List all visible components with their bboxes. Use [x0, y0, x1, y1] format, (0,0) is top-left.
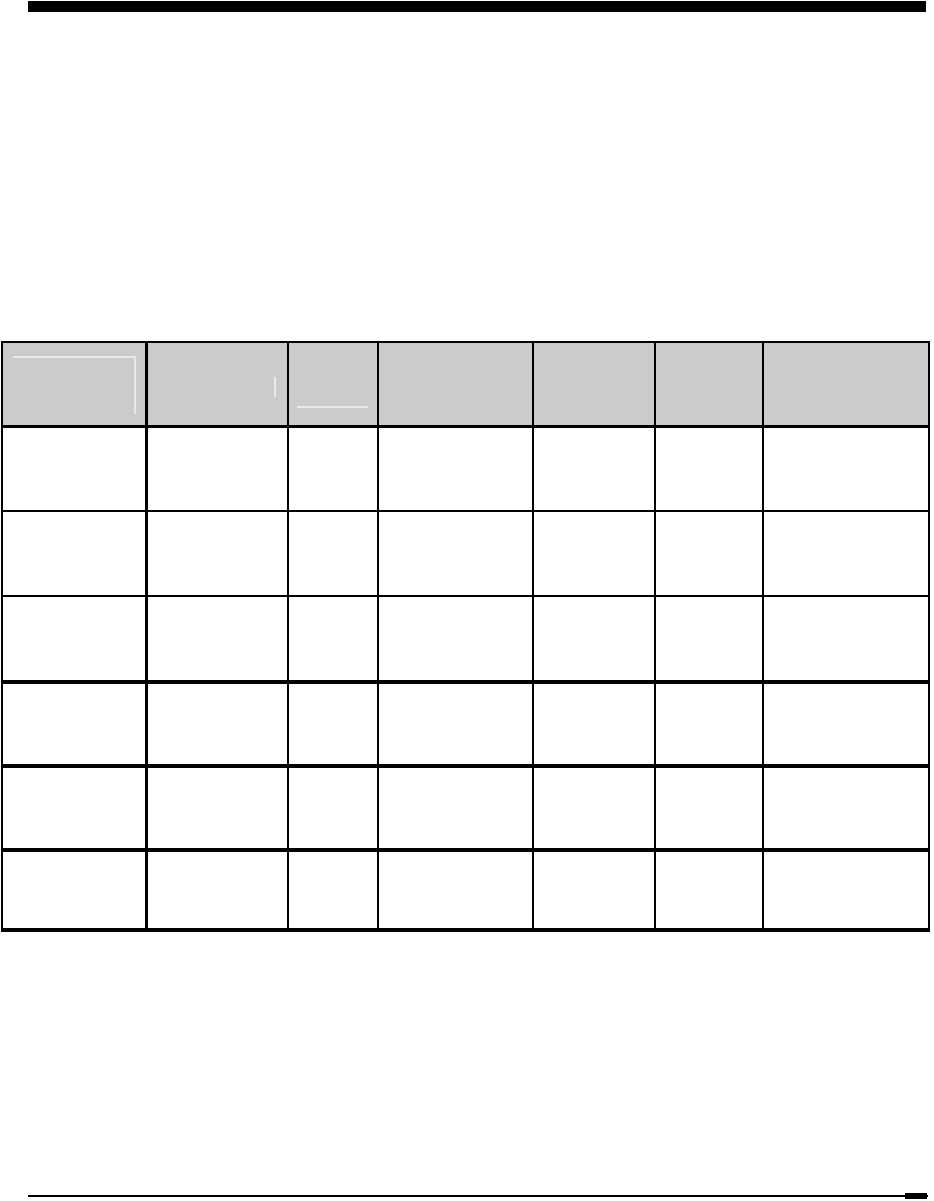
table-cell [287, 765, 379, 852]
table-cell [287, 849, 379, 932]
table-cell [762, 595, 930, 684]
table-cell [377, 849, 534, 932]
table-cell [1, 681, 148, 768]
table-cell [1, 510, 148, 597]
table-body [1, 425, 930, 932]
table-cell [287, 681, 379, 768]
table-row [1, 510, 930, 597]
table-cell [532, 510, 656, 597]
table-cell [287, 425, 379, 512]
table-cell [287, 595, 379, 684]
table-row [1, 425, 930, 512]
header-cell [654, 341, 764, 428]
table-row [1, 849, 930, 932]
footer-rule-end-dash [905, 1193, 927, 1199]
header-cell [145, 341, 289, 428]
table-cell [654, 765, 764, 852]
table-cell [532, 765, 656, 852]
erasure-mark-col2-tick [274, 377, 276, 397]
header-cell [377, 341, 534, 428]
table-row [1, 681, 930, 768]
erasure-mark-col1-top [13, 356, 136, 358]
table-cell [145, 595, 289, 684]
header-row [1, 341, 930, 428]
table-row [1, 765, 930, 852]
table-cell [1, 765, 148, 852]
table-cell [762, 765, 930, 852]
table-cell [377, 510, 534, 597]
table-cell [1, 595, 148, 684]
blank-form-table-container [1, 341, 930, 932]
erasure-mark-col3-line [297, 406, 368, 408]
header-cell [1, 341, 148, 428]
table-cell [1, 425, 148, 512]
table-header-row [1, 341, 930, 428]
erasure-mark-col1-right [134, 356, 136, 414]
top-rule [28, 1, 926, 12]
table-row [1, 595, 930, 684]
table-cell [145, 765, 289, 852]
table-cell [1, 849, 148, 932]
header-cell [532, 341, 656, 428]
table-cell [377, 425, 534, 512]
table-cell [762, 510, 930, 597]
table-cell [654, 849, 764, 932]
table-cell [762, 849, 930, 932]
table-cell [377, 595, 534, 684]
table-cell [532, 849, 656, 932]
table-cell [762, 681, 930, 768]
table-cell [654, 510, 764, 597]
table-cell [287, 510, 379, 597]
table-cell [377, 765, 534, 852]
table-cell [762, 425, 930, 512]
footer-rule [28, 1195, 928, 1197]
table-cell [654, 595, 764, 684]
table-cell [532, 425, 656, 512]
header-cell [762, 341, 930, 428]
table-cell [532, 681, 656, 768]
table-cell [654, 425, 764, 512]
table-cell [377, 681, 534, 768]
blank-form-table [1, 341, 930, 932]
table-cell [145, 425, 289, 512]
table-cell [145, 510, 289, 597]
header-cell [287, 341, 379, 428]
table-cell [532, 595, 656, 684]
table-cell [145, 849, 289, 932]
table-cell [654, 681, 764, 768]
table-cell [145, 681, 289, 768]
